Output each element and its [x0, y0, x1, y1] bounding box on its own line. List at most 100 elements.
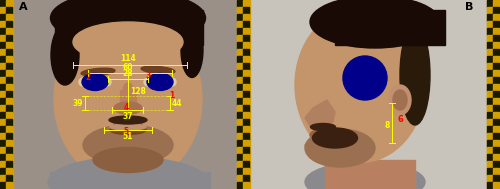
- Bar: [487, 70, 493, 77]
- FancyBboxPatch shape: [107, 152, 149, 189]
- Bar: [6, 119, 12, 126]
- Text: 51: 51: [123, 132, 133, 141]
- Ellipse shape: [73, 22, 183, 62]
- Bar: [493, 56, 499, 63]
- Polygon shape: [305, 130, 360, 165]
- Ellipse shape: [144, 78, 152, 86]
- Bar: [237, 63, 243, 70]
- Text: 44: 44: [172, 98, 182, 108]
- Bar: [237, 147, 243, 154]
- Bar: [243, 175, 249, 182]
- Bar: [243, 126, 249, 133]
- Ellipse shape: [117, 106, 139, 114]
- Bar: [237, 91, 243, 98]
- Bar: [487, 91, 493, 98]
- Ellipse shape: [103, 78, 111, 86]
- Bar: [493, 21, 499, 28]
- Bar: [0, 35, 6, 42]
- Bar: [487, 21, 493, 28]
- Bar: [237, 21, 243, 28]
- Bar: [487, 140, 493, 147]
- Ellipse shape: [141, 66, 175, 74]
- Bar: [237, 49, 243, 56]
- Bar: [0, 7, 6, 14]
- Bar: [6, 14, 12, 21]
- Bar: [6, 7, 12, 14]
- Bar: [6, 91, 12, 98]
- Bar: [243, 161, 249, 168]
- Bar: [120, 90, 136, 112]
- Bar: [237, 70, 243, 77]
- Bar: [250, 0, 500, 189]
- Bar: [0, 0, 250, 189]
- Ellipse shape: [114, 102, 142, 114]
- Bar: [487, 168, 493, 175]
- Bar: [487, 126, 493, 133]
- Bar: [0, 28, 6, 35]
- Bar: [237, 133, 243, 140]
- Bar: [243, 112, 249, 119]
- Bar: [237, 28, 243, 35]
- Bar: [237, 182, 243, 189]
- Bar: [493, 91, 499, 98]
- Bar: [493, 119, 499, 126]
- Ellipse shape: [295, 8, 425, 163]
- Bar: [0, 0, 13, 189]
- Ellipse shape: [389, 85, 411, 115]
- Bar: [237, 161, 243, 168]
- Text: 28: 28: [122, 69, 134, 78]
- Bar: [493, 28, 499, 35]
- Bar: [487, 161, 493, 168]
- Bar: [325, 160, 415, 189]
- Bar: [237, 0, 250, 189]
- Bar: [243, 56, 249, 63]
- Bar: [243, 147, 249, 154]
- Bar: [493, 154, 499, 161]
- Bar: [6, 56, 12, 63]
- Bar: [6, 70, 12, 77]
- Ellipse shape: [310, 129, 340, 141]
- Bar: [0, 77, 6, 84]
- Text: 2: 2: [86, 74, 90, 83]
- Bar: [243, 77, 249, 84]
- Bar: [6, 49, 12, 56]
- Bar: [237, 112, 243, 119]
- Bar: [6, 112, 12, 119]
- Bar: [0, 63, 6, 70]
- Bar: [0, 147, 6, 154]
- Bar: [6, 42, 12, 49]
- Bar: [487, 7, 493, 14]
- Text: 39: 39: [72, 98, 83, 108]
- Bar: [243, 168, 249, 175]
- Bar: [237, 56, 243, 63]
- Bar: [237, 126, 243, 133]
- Bar: [493, 84, 499, 91]
- Bar: [487, 154, 493, 161]
- Bar: [243, 28, 249, 35]
- Bar: [487, 42, 493, 49]
- Ellipse shape: [312, 128, 358, 148]
- Bar: [6, 182, 12, 189]
- Bar: [493, 182, 499, 189]
- Ellipse shape: [54, 13, 202, 185]
- Bar: [6, 133, 12, 140]
- Bar: [6, 77, 12, 84]
- Bar: [237, 140, 243, 147]
- Bar: [487, 56, 493, 63]
- Text: B: B: [465, 2, 473, 12]
- Ellipse shape: [147, 74, 173, 91]
- Bar: [0, 14, 6, 21]
- Bar: [250, 0, 487, 189]
- Bar: [6, 84, 12, 91]
- Bar: [237, 77, 243, 84]
- Bar: [0, 21, 6, 28]
- Circle shape: [343, 56, 387, 100]
- Bar: [237, 119, 243, 126]
- Bar: [487, 119, 493, 126]
- Bar: [0, 70, 6, 77]
- Bar: [493, 70, 499, 77]
- Text: 8: 8: [384, 122, 390, 130]
- Bar: [6, 0, 12, 7]
- Bar: [0, 105, 6, 112]
- Bar: [237, 84, 243, 91]
